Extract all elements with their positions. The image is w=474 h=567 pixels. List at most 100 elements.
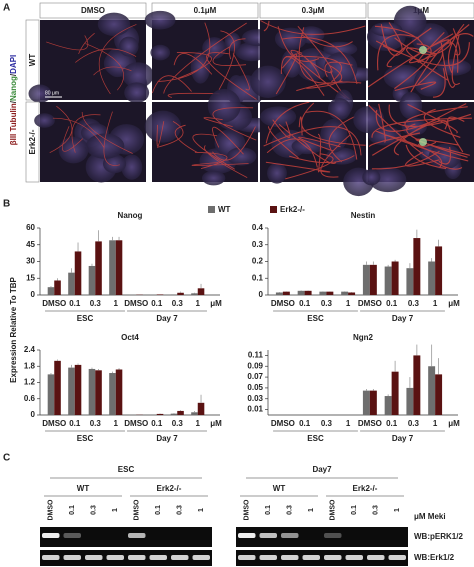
genotype-label: WT [77, 484, 90, 493]
nucleus [150, 44, 171, 61]
y-tick-label: 0.01 [247, 405, 263, 414]
bar [115, 369, 123, 415]
x-tick-label: DMSO [124, 299, 148, 308]
scale-label: 80 μm [45, 90, 59, 96]
bar [435, 374, 443, 415]
group-label: ESC [307, 314, 324, 323]
x-tick-label: 0.1 [299, 419, 311, 428]
band [128, 533, 146, 538]
bar [115, 240, 123, 295]
nucleus [121, 154, 143, 180]
band [106, 555, 124, 560]
column-header: 0.3μM [302, 6, 325, 15]
bar [413, 238, 421, 295]
lane-label: 0.1 [351, 505, 358, 515]
bar [88, 265, 96, 295]
neurite [368, 103, 472, 170]
neurite [152, 22, 257, 100]
band [192, 555, 210, 560]
x-tick-label: 0.1 [299, 299, 311, 308]
y-tick-label: 30 [26, 257, 35, 266]
bar [197, 288, 205, 295]
y-tick-label: 15 [26, 273, 35, 282]
y-tick-label: 1.8 [24, 361, 36, 370]
bar [47, 287, 55, 295]
x-tick-label: 0.3 [408, 419, 420, 428]
blot-label: WB:Erk1/2 [414, 553, 455, 562]
stain-part: / [9, 73, 18, 76]
genotype-label: Erk2-/- [353, 484, 378, 493]
neurite [49, 105, 133, 166]
bar [74, 251, 82, 295]
bar [74, 364, 82, 415]
nucleus [383, 64, 423, 90]
nucleus [28, 84, 52, 103]
band [388, 555, 406, 560]
x-tick-label: 0.3 [321, 419, 333, 428]
lane-label: 0.1 [69, 505, 76, 515]
lane-label: 1 [308, 508, 315, 512]
panel-label: A [3, 3, 10, 14]
y-tick-label: 0.1 [252, 273, 264, 282]
y-tick-label: 0.4 [252, 223, 264, 232]
band [281, 555, 299, 560]
bar [341, 291, 349, 295]
bar [170, 294, 178, 295]
bar [54, 280, 61, 295]
x-tick-label: 0.3 [408, 299, 420, 308]
column-header: 0.1μM [194, 6, 217, 15]
y-tick-label: 0.2 [252, 257, 264, 266]
nucleus [235, 42, 269, 62]
stain-label: βIII Tubulin/Nanog/DAPI [9, 55, 18, 146]
y-tick-label: 0.07 [247, 372, 263, 381]
nucleus [122, 62, 154, 88]
band [171, 555, 189, 560]
bar [275, 292, 283, 295]
x-tick-label: 1 [433, 419, 438, 428]
nucleus [102, 154, 127, 174]
group-label: ESC [77, 314, 94, 323]
stage-label: ESC [118, 465, 135, 474]
y-tick-label: 1.2 [24, 378, 36, 387]
bar [369, 390, 377, 415]
nucleus [207, 88, 241, 123]
band [63, 533, 81, 538]
bar [348, 292, 356, 295]
nucleus [58, 136, 89, 164]
x-tick-label: 0.1 [386, 419, 398, 428]
blot [40, 550, 212, 566]
band [42, 555, 60, 560]
band [259, 555, 277, 560]
nanog-spot [419, 46, 427, 54]
bar [435, 246, 443, 295]
lane-label: DMSO [134, 499, 141, 521]
lane-label: 0.1 [265, 505, 272, 515]
x-tick-label: 1 [196, 419, 201, 428]
bar [297, 290, 305, 295]
nucleus [97, 12, 131, 36]
unit-label: μM [448, 299, 460, 308]
bar [109, 373, 116, 415]
bar [428, 366, 436, 415]
y-tick-label: 0 [259, 290, 264, 299]
nucleus [362, 169, 381, 186]
neurite [260, 20, 366, 100]
x-tick-label: DMSO [358, 299, 382, 308]
genotype-label: WT [273, 484, 286, 493]
nucleus [85, 133, 125, 159]
x-tick-label: 0.3 [172, 299, 184, 308]
x-tick-label: 0.1 [151, 419, 163, 428]
y-tick-label: 0.03 [247, 394, 263, 403]
band [345, 555, 363, 560]
legend-label: WT [218, 205, 231, 214]
x-tick-label: 1 [114, 299, 119, 308]
unit-label: μM [448, 419, 460, 428]
group-label: Day 7 [156, 314, 178, 323]
bar [428, 261, 436, 295]
x-tick-label: 0.3 [90, 299, 102, 308]
group-label: Day 7 [392, 314, 414, 323]
x-tick-label: 0.1 [386, 299, 398, 308]
lane-label: DMSO [48, 499, 55, 521]
x-tick-label: DMSO [42, 419, 66, 428]
lane-label: 0.1 [155, 505, 162, 515]
